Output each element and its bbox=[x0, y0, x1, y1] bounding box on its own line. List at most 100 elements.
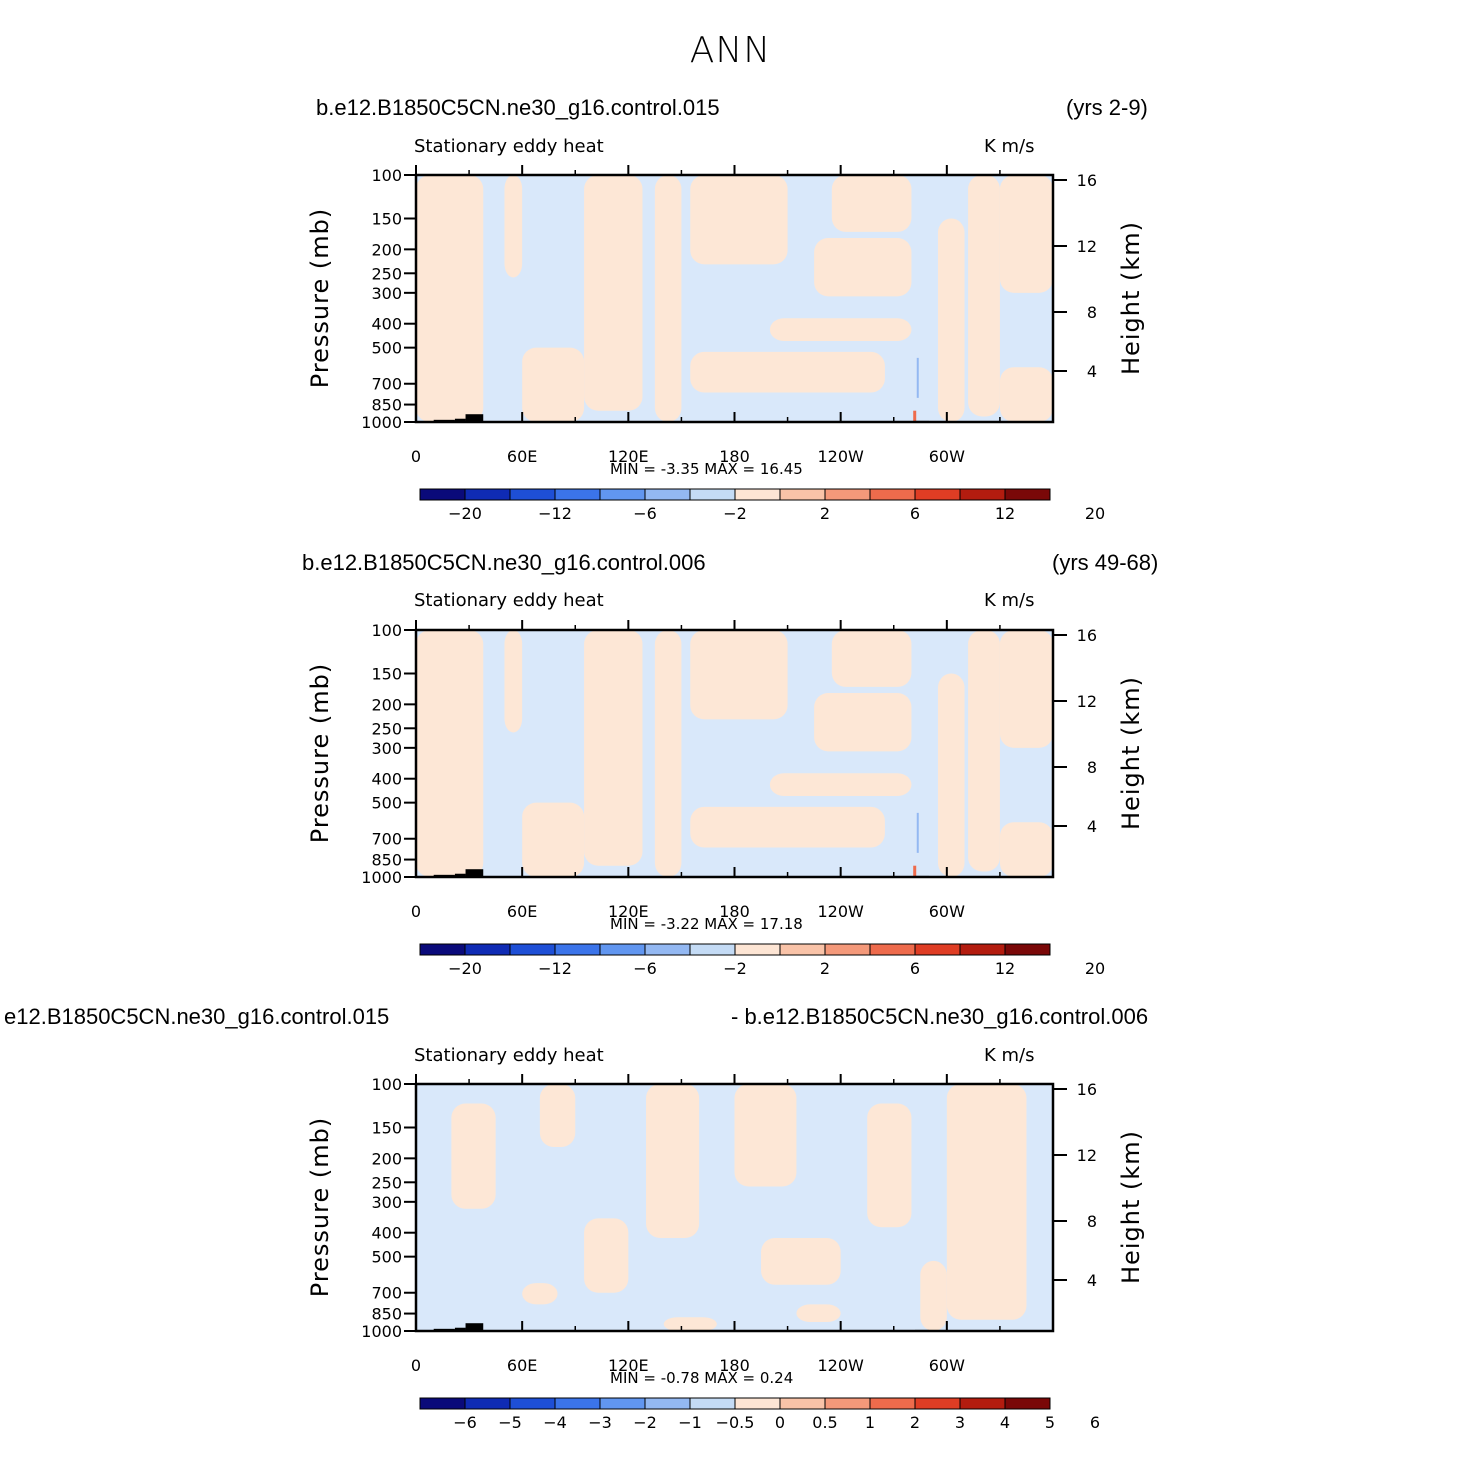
positive-region bbox=[690, 351, 885, 393]
positive-region bbox=[584, 630, 643, 866]
colorbar-0: −20 −12 −6 −2 2 6 12 20 bbox=[419, 488, 1105, 523]
colorbar-label: 3 bbox=[955, 1413, 965, 1432]
x-tick-label: 180 bbox=[719, 1356, 750, 1375]
colorbar-label: 2 bbox=[820, 959, 830, 978]
positive-region bbox=[867, 1103, 912, 1228]
colorbar-swatch bbox=[464, 943, 511, 956]
x-tick-label: 60E bbox=[507, 1356, 537, 1375]
y-tick-label: 400 bbox=[371, 770, 402, 789]
y-tick-label: 700 bbox=[371, 1284, 402, 1303]
y-tick-label: 150 bbox=[371, 1118, 402, 1137]
colorbar-label: −6 bbox=[633, 959, 657, 978]
colorbar-label: −6 bbox=[453, 1413, 477, 1432]
positive-region bbox=[539, 1084, 576, 1148]
height-tick-label: 4 bbox=[1087, 1271, 1097, 1290]
positive-region bbox=[968, 630, 1000, 872]
x-tick-label: 120E bbox=[608, 902, 649, 921]
positive-region bbox=[831, 175, 912, 232]
colorbar-label: 1 bbox=[865, 1413, 875, 1432]
colorbar-swatch bbox=[869, 943, 916, 956]
colorbar-label: 20 bbox=[1085, 959, 1105, 978]
y-tick-label: 250 bbox=[371, 1173, 402, 1192]
colorbar-label: 2 bbox=[820, 504, 830, 523]
y-tick-label: 100 bbox=[371, 621, 402, 640]
positive-region bbox=[769, 773, 912, 797]
y-tick-label: 300 bbox=[371, 739, 402, 758]
units-label: K m/s bbox=[984, 136, 1035, 157]
colorbar-label: 12 bbox=[995, 959, 1015, 978]
colorbar-label: −2 bbox=[633, 1413, 657, 1432]
colorbar-swatch bbox=[419, 943, 466, 956]
colorbar-swatch bbox=[734, 488, 781, 501]
y-tick-label: 1000 bbox=[361, 868, 402, 887]
colorbar-swatch bbox=[1004, 1397, 1051, 1410]
colorbar-swatch bbox=[689, 943, 736, 956]
height-tick-label: 16 bbox=[1077, 626, 1097, 645]
colorbar-swatch bbox=[824, 488, 871, 501]
colorbar-swatch bbox=[689, 488, 736, 501]
colorbar-label: −0.5 bbox=[716, 1413, 755, 1432]
positive-region bbox=[416, 175, 484, 422]
y-tick-label: 150 bbox=[371, 209, 402, 228]
positive-region bbox=[999, 175, 1053, 293]
colorbar-swatch bbox=[824, 1397, 871, 1410]
positive-region bbox=[831, 630, 912, 687]
colorbar-2: −6 −5 −4 −3 −2 −1 −0.5 0 0.5 1 2 3 4 5 6 bbox=[419, 1397, 1100, 1432]
min-max-stats: MIN = -0.78 MAX = 0.24 bbox=[610, 1369, 794, 1387]
colorbar-label: −12 bbox=[538, 959, 572, 978]
min-max-stats: MIN = -3.22 MAX = 17.18 bbox=[610, 915, 803, 933]
height-tick-label: 8 bbox=[1087, 758, 1097, 777]
colorbar-swatch bbox=[644, 943, 691, 956]
topography-block bbox=[454, 873, 466, 877]
colorbar-swatch bbox=[554, 1397, 601, 1410]
topography-block bbox=[465, 1323, 484, 1331]
colorbar-label: −4 bbox=[543, 1413, 567, 1432]
colorbar-label: 6 bbox=[1090, 1413, 1100, 1432]
colorbar-swatch bbox=[599, 943, 646, 956]
case-name-left: b.e12.B1850C5CN.ne30_g16.control.006 bbox=[302, 550, 706, 575]
negative-region bbox=[916, 812, 919, 853]
case-name-right: - b.e12.B1850C5CN.ne30_g16.control.006 bbox=[731, 1004, 1149, 1029]
height-tick-label: 12 bbox=[1077, 692, 1097, 711]
colorbar-label: −5 bbox=[498, 1413, 522, 1432]
colorbar-swatch bbox=[779, 488, 826, 501]
colorbar-swatch bbox=[599, 488, 646, 501]
x-tick-label: 120E bbox=[608, 447, 649, 466]
x-tick-label: 0 bbox=[411, 902, 421, 921]
y-tick-label: 1000 bbox=[361, 413, 402, 432]
colorbar-swatch bbox=[419, 1397, 466, 1410]
panel-control-015: b.e12.B1850C5CN.ne30_g16.control.015 (yr… bbox=[0, 0, 1461, 530]
colorbar-swatch bbox=[779, 1397, 826, 1410]
y-tick-label: 300 bbox=[371, 1193, 402, 1212]
colorbar-swatch bbox=[914, 1397, 961, 1410]
x-tick-label: 120W bbox=[817, 447, 864, 466]
colorbar-label: −6 bbox=[633, 504, 657, 523]
colorbar-label: 0 bbox=[775, 1413, 785, 1432]
y-tick-label: 850 bbox=[371, 851, 402, 870]
colorbar-swatch bbox=[1004, 488, 1051, 501]
positive-region bbox=[814, 693, 912, 752]
x-tick-label: 0 bbox=[411, 447, 421, 466]
positive-region bbox=[968, 175, 1000, 417]
variable-label: Stationary eddy heat bbox=[414, 590, 604, 611]
colorbar-label: 2 bbox=[910, 1413, 920, 1432]
colorbar-swatch bbox=[689, 1397, 736, 1410]
colorbar-swatch bbox=[824, 943, 871, 956]
colorbar-label: 4 bbox=[1000, 1413, 1010, 1432]
colorbar-label: 0.5 bbox=[812, 1413, 837, 1432]
colorbar-swatch bbox=[509, 943, 556, 956]
positive-region bbox=[690, 175, 788, 265]
colorbar-label: −3 bbox=[588, 1413, 612, 1432]
units-label: K m/s bbox=[984, 590, 1035, 611]
positive-region bbox=[584, 175, 643, 411]
variable-label: Stationary eddy heat bbox=[414, 1045, 604, 1066]
y-tick-label: 200 bbox=[371, 1149, 402, 1168]
positive-region bbox=[416, 630, 484, 877]
colorbar-swatch bbox=[644, 1397, 691, 1410]
x-tick-label: 60W bbox=[929, 447, 965, 466]
positive-region bbox=[654, 630, 682, 877]
colorbar-swatch bbox=[959, 943, 1006, 956]
colorbar-label: −20 bbox=[448, 504, 482, 523]
